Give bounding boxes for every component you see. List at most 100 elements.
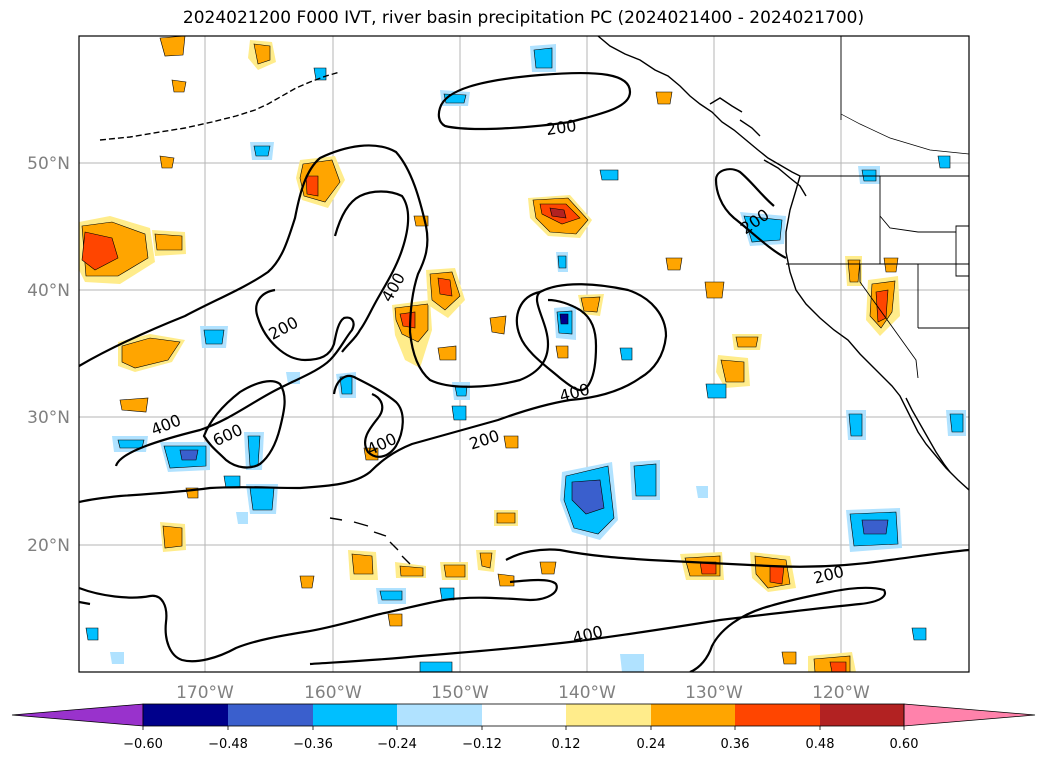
colorbar-tick-label: 0.48 (806, 737, 835, 752)
precip-blob (496, 512, 516, 524)
precip-negative-areas (85, 44, 966, 672)
precip-blob (497, 573, 515, 587)
precip-blob (549, 207, 567, 219)
precip-blob (937, 155, 951, 169)
colorbar-bin (482, 704, 566, 726)
map-border (78, 35, 970, 673)
colorbar-outline (142, 703, 905, 727)
precip-blob (379, 590, 403, 601)
precip-blob (829, 661, 847, 672)
hawaiian-islands (329, 517, 411, 565)
precip-blob (559, 313, 569, 325)
colorbar-tick-label: −0.12 (462, 737, 502, 752)
precip-blob (351, 553, 374, 575)
lon-label: 120°W (812, 683, 870, 703)
precip-blob (655, 91, 673, 105)
precip-blob (619, 347, 633, 361)
ivt-contour-400-loop (332, 374, 404, 458)
precip-blob (253, 145, 271, 157)
precip-blob (848, 413, 863, 437)
ivt-contour-400-south-loop (515, 290, 598, 392)
precip-blob (203, 329, 225, 345)
colorbar-bin (566, 704, 651, 726)
precip-blob (159, 36, 186, 57)
lon-label: 140°W (558, 683, 616, 703)
ivt-contour-200-south (79, 548, 969, 606)
colorbar-bin (820, 704, 904, 726)
precip-blob (539, 561, 557, 575)
ivt-contour-400-west (114, 288, 355, 467)
precip-blob (769, 565, 785, 585)
colorbar-bin (397, 704, 482, 726)
precip-blob (85, 627, 99, 641)
precip-blob (557, 255, 567, 269)
colorbar-tick-labels: −0.60 −0.48 −0.36 −0.24 −0.12 0.12 0.24 … (123, 737, 918, 752)
precip-blob (253, 43, 271, 65)
precip-blob (399, 565, 424, 577)
lon-label: 150°W (431, 683, 489, 703)
precip-blob (633, 463, 657, 497)
precip-blob (911, 627, 927, 641)
north-america-coast (785, 175, 969, 491)
precip-blob (387, 613, 403, 627)
precip-blob (533, 47, 553, 69)
precip-blob (299, 575, 315, 589)
ivt-contour-200-north (437, 71, 632, 131)
precip-blob (117, 439, 145, 449)
precip-blob (313, 67, 327, 81)
lon-label: 170°W (176, 683, 234, 703)
precip-positive-areas (79, 36, 900, 672)
precip-blob (121, 337, 181, 369)
precip-blob (247, 435, 261, 467)
precip-blob (437, 277, 453, 297)
vancouver-island (763, 159, 807, 197)
precip-blob (451, 405, 467, 421)
ivt-contours (79, 71, 969, 672)
precip-blob (159, 155, 175, 169)
precip-blob (305, 175, 319, 197)
lat-label: 40°N (27, 281, 70, 301)
precip-blob (479, 552, 493, 569)
colorbar-tick-label: −0.60 (123, 737, 163, 752)
colorbar-ticks (142, 726, 905, 730)
precip-blob (119, 397, 149, 413)
ivt-contour-200-east (714, 168, 787, 259)
colorbar-tick-label: 0.24 (637, 737, 666, 752)
precip-blob (875, 289, 889, 323)
aleutian-chain (99, 71, 341, 141)
precip-blob (620, 654, 644, 672)
colorbar-extend-high (903, 703, 1036, 727)
colorbar-bin (651, 704, 735, 726)
precip-blob (599, 169, 619, 181)
precip-blob (949, 413, 964, 433)
precip-blob (162, 525, 183, 549)
colorbar-bin (313, 704, 397, 726)
colorbar-tick-label: 0.12 (552, 737, 581, 752)
colorbar: −0.60 −0.48 −0.36 −0.24 −0.12 0.12 0.24 … (11, 703, 1036, 752)
colorbar-tick-label: 0.36 (721, 737, 750, 752)
precip-blob (154, 233, 183, 251)
lon-label: 160°W (304, 683, 362, 703)
precip-blob (489, 315, 507, 335)
precip-blob (861, 519, 889, 535)
coastlines (99, 36, 969, 565)
precip-blob (847, 259, 861, 283)
precip-blob (555, 345, 569, 359)
precip-blob (704, 281, 725, 299)
lat-label: 20°N (27, 536, 70, 556)
colorbar-tick-label: −0.24 (377, 737, 417, 752)
colorbar-tick-label: −0.36 (293, 737, 333, 752)
colorbar-bin (228, 704, 313, 726)
precip-blob (171, 79, 187, 93)
baja-california (905, 397, 951, 473)
ivt-contour-400-center (333, 190, 410, 353)
precip-blob (883, 257, 899, 273)
lon-label: 130°W (685, 683, 743, 703)
precip-blob (236, 512, 248, 524)
precip-blob (110, 652, 124, 664)
colorbar-bin (143, 704, 228, 726)
precip-blob (580, 296, 601, 313)
ivt-contour-600 (202, 380, 286, 469)
coast-detail-se-alaska (709, 97, 761, 137)
precip-blob (665, 257, 683, 271)
